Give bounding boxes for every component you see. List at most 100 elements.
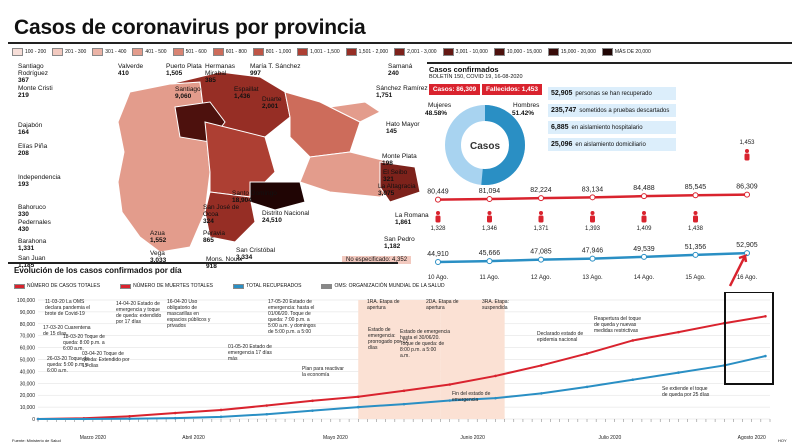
province-label: Hermanas Mirabal 385 [205, 63, 257, 84]
province-value: 208 [18, 150, 29, 157]
province-label: La Romana 1,861 [395, 212, 429, 226]
map-north [169, 71, 291, 138]
province-name: Valverde [118, 63, 144, 70]
province-value: 198 [382, 160, 393, 167]
recovered-point [36, 417, 40, 421]
province-value: 1,861 [395, 219, 412, 226]
weekly-x-label: 16 Ago. [737, 275, 758, 281]
province-name: Distrito Nacional [262, 210, 310, 217]
person-icon [641, 215, 647, 223]
recovered-point [128, 417, 131, 421]
weekly-x-label: 15 Ago. [685, 275, 706, 281]
province-value: 3,075 [378, 190, 395, 197]
annotation: 1RA. Etapa de apertura [367, 299, 400, 311]
person-icon [693, 211, 698, 215]
chart-legend-label: NÚMERO DE MUERTES TOTALES [133, 283, 213, 289]
legend-label: 401 - 500 [145, 49, 167, 55]
annotation: 11-03-20 La OMS declara pandemia el brote … [45, 299, 90, 317]
province-name: María T. Sánchez [250, 63, 301, 70]
chart-legend-swatch [120, 283, 132, 289]
month-label: Mayo 2020 [323, 435, 348, 441]
annotation: 01-05-20 Estado de emergencia 17 días más [228, 344, 272, 362]
province-value: 1,331 [18, 245, 35, 252]
cases-point [128, 414, 131, 418]
map-legend: 100 - 200 201 - 300 301 - 400 401 - 500 501 … [12, 47, 657, 57]
credit: HOY [778, 438, 787, 443]
province-label: Elías Piña 208 [18, 143, 70, 157]
province-label: Barahona 1,331 [18, 238, 46, 252]
province-name: La Altagracia [378, 183, 416, 190]
province-value: 2,001 [262, 103, 279, 110]
province-name: Espaillat [234, 86, 259, 93]
stat-value: 52,905 [551, 90, 573, 97]
month-label: Abril 2020 [182, 435, 205, 441]
chart-legend-swatch [14, 283, 25, 289]
province-label: Azua 1,552 [150, 230, 166, 244]
weekly-x-label: 11 Ago. [480, 275, 500, 281]
map-east-north [284, 91, 361, 158]
cases-subheader: BOLETÍN 150, COVID 19, 16-08-2020 [429, 74, 523, 80]
cases-point [631, 339, 635, 342]
weekly-deaths-label: 1,438 [688, 226, 704, 232]
legend-label: 10,000 - 15,000 [506, 49, 542, 55]
legend-swatch [12, 48, 23, 56]
stat-text: personas se han recuperado [575, 90, 652, 97]
province-value: 1,505 [166, 70, 183, 77]
weekly-cases-point [692, 192, 699, 199]
province-name: Independencia [18, 174, 61, 181]
cases-header: Casos confirmados [429, 65, 499, 74]
map-south [204, 191, 256, 243]
province-label: San Pedro 1,182 [384, 236, 415, 250]
province-label: San Cristóbal 3,334 [236, 247, 288, 261]
cases-point [402, 389, 406, 393]
map-legend-item: 601 - 800 [212, 47, 247, 57]
person-icon [693, 215, 698, 223]
weekly-recovered-label: 44,910 [427, 251, 449, 258]
donut-label: Casos [470, 141, 500, 152]
province-label: Puerto Plata 1,505 [166, 63, 218, 77]
y-tick-label: 10,000 [20, 405, 36, 411]
legend-swatch [132, 48, 144, 56]
chart-legend-item: NÚMERO DE CASOS TOTALES [14, 283, 100, 289]
cases-point [539, 364, 543, 367]
main-chart: 0 10,000 20,000 30,000 40,000 50,000 60,000 70,… [17, 292, 774, 441]
recovered-point [265, 412, 269, 416]
annotation: 16-04-20 Uso obligatorio de mascarillas en… [167, 299, 211, 329]
weekly-recovered-point [641, 253, 647, 260]
recovered-point [585, 385, 589, 389]
y-tick-label: 90,000 [20, 310, 36, 316]
province-value: 1,185 [18, 262, 35, 269]
province-label: Distrito Nacional 24,510 [262, 210, 314, 224]
chart-legend-item: TOTAL RECUPERADOS [233, 283, 301, 289]
recovered-point [356, 405, 360, 409]
person-icon [538, 215, 544, 223]
map-legend-item: 1,501 - 2,000 [345, 47, 388, 57]
y-tick-label: 100,000 [17, 298, 35, 304]
cases-total-badge: Casos: 86,309 [429, 84, 480, 95]
province-label: Independencia 193 [18, 174, 70, 188]
women-label: Mujeres [428, 102, 452, 109]
map-legend-item: 15,000 - 20,000 [547, 47, 596, 57]
legend-swatch [493, 48, 505, 56]
map-legend-item: MÁS DE 20,000 [601, 47, 651, 57]
legend-label: 801 - 1,000 [265, 49, 292, 55]
page-title: Casos de coronavirus por provincia [14, 16, 366, 39]
weekly-cases-label: 81,094 [479, 188, 501, 195]
weekly-cases-label: 82,224 [530, 187, 552, 194]
stat-box: 25,096 en aislamiento domiciliario [548, 138, 676, 151]
legend-swatch [601, 48, 613, 56]
province-label: Santiago 9,060 [175, 86, 201, 100]
map-legend-item: 501 - 600 [172, 47, 207, 57]
province-label: Valverde 410 [118, 63, 143, 77]
map-samana [328, 101, 381, 123]
province-value: 1,182 [384, 243, 401, 250]
weekly-deaths-label: 1,328 [430, 226, 446, 232]
person-icon [744, 153, 750, 161]
province-name: San Juan [18, 255, 46, 262]
province-name: Pedernales [18, 219, 51, 226]
annotation: Estado de emergencia hasta el 30/06/20. To… [400, 329, 450, 359]
weekly-cases-label: 80,449 [427, 189, 449, 196]
recovered-point [82, 417, 86, 421]
recovered-point [173, 416, 177, 420]
annotation: Estado de emergencia: prorrogado por 12 día… [368, 327, 408, 351]
